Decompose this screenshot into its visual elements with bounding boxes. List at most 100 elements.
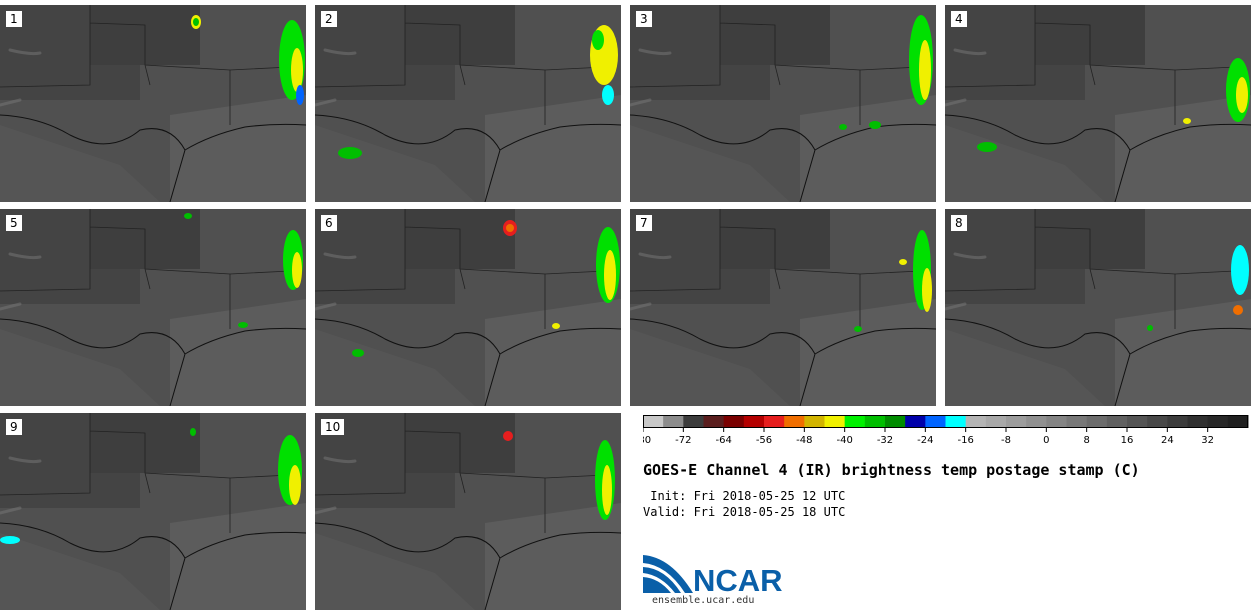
panel-number: 8 <box>951 215 967 231</box>
cloud-cell <box>977 142 997 152</box>
satellite-map <box>945 209 1251 406</box>
init-time: Init: Fri 2018-05-25 12 UTC <box>643 489 846 503</box>
cloud-cell <box>338 147 362 159</box>
ncar-logo: NCAR <box>643 555 783 595</box>
cloud-cell <box>190 428 196 436</box>
colorbar-segment <box>764 415 785 428</box>
colorbar-segment <box>1207 415 1229 428</box>
cloud-cell <box>291 48 303 92</box>
panel-number: 7 <box>636 215 652 231</box>
stamp-panel-4: 4 <box>945 5 1251 202</box>
cloud-cell <box>604 250 616 300</box>
cloud-cell <box>0 536 20 544</box>
cloud-cell <box>1231 245 1249 295</box>
panel-number: 1 <box>6 11 22 27</box>
stamp-panel-5: 5 <box>0 209 306 406</box>
satellite-map <box>945 5 1251 202</box>
cloud-cell <box>1233 305 1243 315</box>
cloud-cell <box>503 431 513 441</box>
colorbar-segment <box>1167 415 1188 428</box>
stamp-panel-1: 1 <box>0 5 306 202</box>
cloud-cell <box>292 252 302 288</box>
colorbar-segment <box>905 415 926 428</box>
colorbar-tick-label: -64 <box>715 435 731 446</box>
cloud-cell <box>922 268 932 312</box>
colorbar-tick-label: -80 <box>643 435 651 446</box>
colorbar-segment <box>985 415 1007 428</box>
satellite-map <box>315 5 621 202</box>
cloud-cell <box>919 40 931 100</box>
colorbar-segment <box>1106 415 1128 428</box>
satellite-map <box>0 209 306 406</box>
colorbar-segment <box>643 415 664 428</box>
colorbar-segment <box>683 415 704 428</box>
svg-text:NCAR: NCAR <box>693 563 783 595</box>
colorbar-segment <box>925 415 946 428</box>
logo-url: ensemble.ucar.edu <box>652 595 755 606</box>
panel-number: 10 <box>321 419 345 435</box>
cloud-cell <box>238 322 248 328</box>
colorbar-tick-label: -16 <box>957 435 973 446</box>
colorbar-segment <box>784 415 805 428</box>
satellite-map <box>0 5 306 202</box>
colorbar-segment <box>1046 415 1067 428</box>
cloud-cell <box>184 213 192 219</box>
panel-number: 2 <box>321 11 337 27</box>
cloud-cell <box>552 323 560 329</box>
colorbar-tick-label: -8 <box>1001 435 1011 446</box>
satellite-map <box>630 5 936 202</box>
panel-number: 6 <box>321 215 337 231</box>
colorbar-tick-label: -40 <box>836 435 852 446</box>
colorbar-tick-label: -56 <box>756 435 772 446</box>
panel-number: 9 <box>6 419 22 435</box>
colorbar-segment <box>1227 415 1249 428</box>
colorbar-tick-label: 32 <box>1201 435 1214 446</box>
valid-time: Valid: Fri 2018-05-25 18 UTC <box>643 505 846 519</box>
colorbar-tick-label: 0 <box>1043 435 1049 446</box>
colorbar-segment <box>1066 415 1088 428</box>
colorbar-tick-label: 8 <box>1083 435 1089 446</box>
cloud-cell <box>193 18 199 26</box>
colorbar-border <box>643 415 1248 428</box>
colorbar-segment <box>1006 415 1027 428</box>
colorbar-segment <box>804 415 825 428</box>
cloud-cell <box>839 124 847 130</box>
cloud-cell <box>602 85 614 105</box>
stamp-panel-2: 2 <box>315 5 621 202</box>
cloud-cell <box>602 465 612 515</box>
colorbar-segment <box>824 415 846 428</box>
colorbar-segment <box>1187 415 1209 428</box>
stamp-panel-8: 8 <box>945 209 1251 406</box>
cloud-cell <box>289 465 301 505</box>
panel-number: 4 <box>951 11 967 27</box>
cloud-cell <box>1236 77 1248 113</box>
stamp-panel-3: 3 <box>630 5 936 202</box>
colorbar-tick-label: -24 <box>917 435 933 446</box>
cloud-cell <box>1147 325 1153 331</box>
cloud-cell <box>1183 118 1191 124</box>
colorbar-segment <box>743 415 765 428</box>
colorbar-tick-label: -48 <box>796 435 812 446</box>
cloud-cell <box>899 259 907 265</box>
colorbar-segment <box>885 415 906 428</box>
cloud-cell <box>854 326 862 332</box>
colorbar-tick-label: 16 <box>1121 435 1134 446</box>
plot-title: GOES-E Channel 4 (IR) brightness temp po… <box>643 461 1140 479</box>
cloud-cell <box>296 85 304 105</box>
colorbar-segment <box>945 415 967 428</box>
colorbar-tick-label: -32 <box>877 435 893 446</box>
colorbar-segment <box>1127 415 1148 428</box>
colorbar-segment <box>844 415 866 428</box>
panel-number: 5 <box>6 215 22 231</box>
colorbar-tick-label: 24 <box>1161 435 1174 446</box>
cloud-cell <box>506 224 514 232</box>
colorbar-segment <box>1147 415 1168 428</box>
colorbar-segment <box>703 415 725 428</box>
cloud-cell <box>869 121 881 129</box>
cloud-cell <box>352 349 364 357</box>
stamp-panel-10: 10 <box>315 413 621 610</box>
stamp-panel-6: 6 <box>315 209 621 406</box>
satellite-map <box>0 413 306 610</box>
satellite-map <box>315 413 621 610</box>
